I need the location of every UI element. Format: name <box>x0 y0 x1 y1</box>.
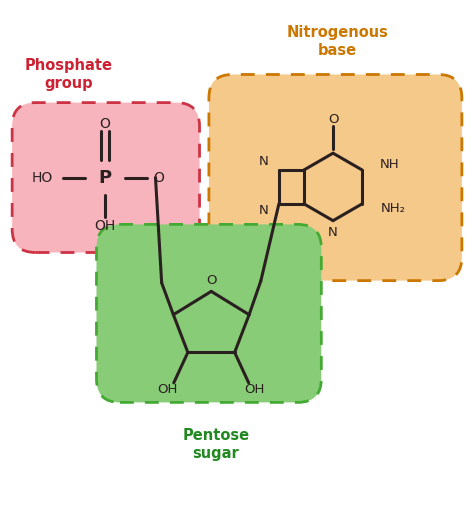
Text: P: P <box>98 169 111 186</box>
FancyBboxPatch shape <box>12 103 200 252</box>
Text: O: O <box>206 274 217 287</box>
Text: Phosphate
group: Phosphate group <box>24 58 112 91</box>
Text: NH₂: NH₂ <box>381 202 406 215</box>
Text: O: O <box>153 171 164 184</box>
Text: O: O <box>100 117 110 131</box>
Text: HO: HO <box>32 171 54 184</box>
FancyBboxPatch shape <box>97 224 321 402</box>
Text: OH: OH <box>94 219 116 233</box>
FancyBboxPatch shape <box>209 75 462 281</box>
Text: OH: OH <box>245 383 265 396</box>
Text: OH: OH <box>157 383 178 396</box>
Text: N: N <box>259 155 269 168</box>
Text: N: N <box>328 226 338 239</box>
Text: N: N <box>259 205 269 217</box>
Text: Nitrogenous
base: Nitrogenous base <box>287 25 389 58</box>
Text: O: O <box>328 113 338 126</box>
Text: NH: NH <box>380 158 400 171</box>
Text: Pentose
sugar: Pentose sugar <box>182 428 249 461</box>
